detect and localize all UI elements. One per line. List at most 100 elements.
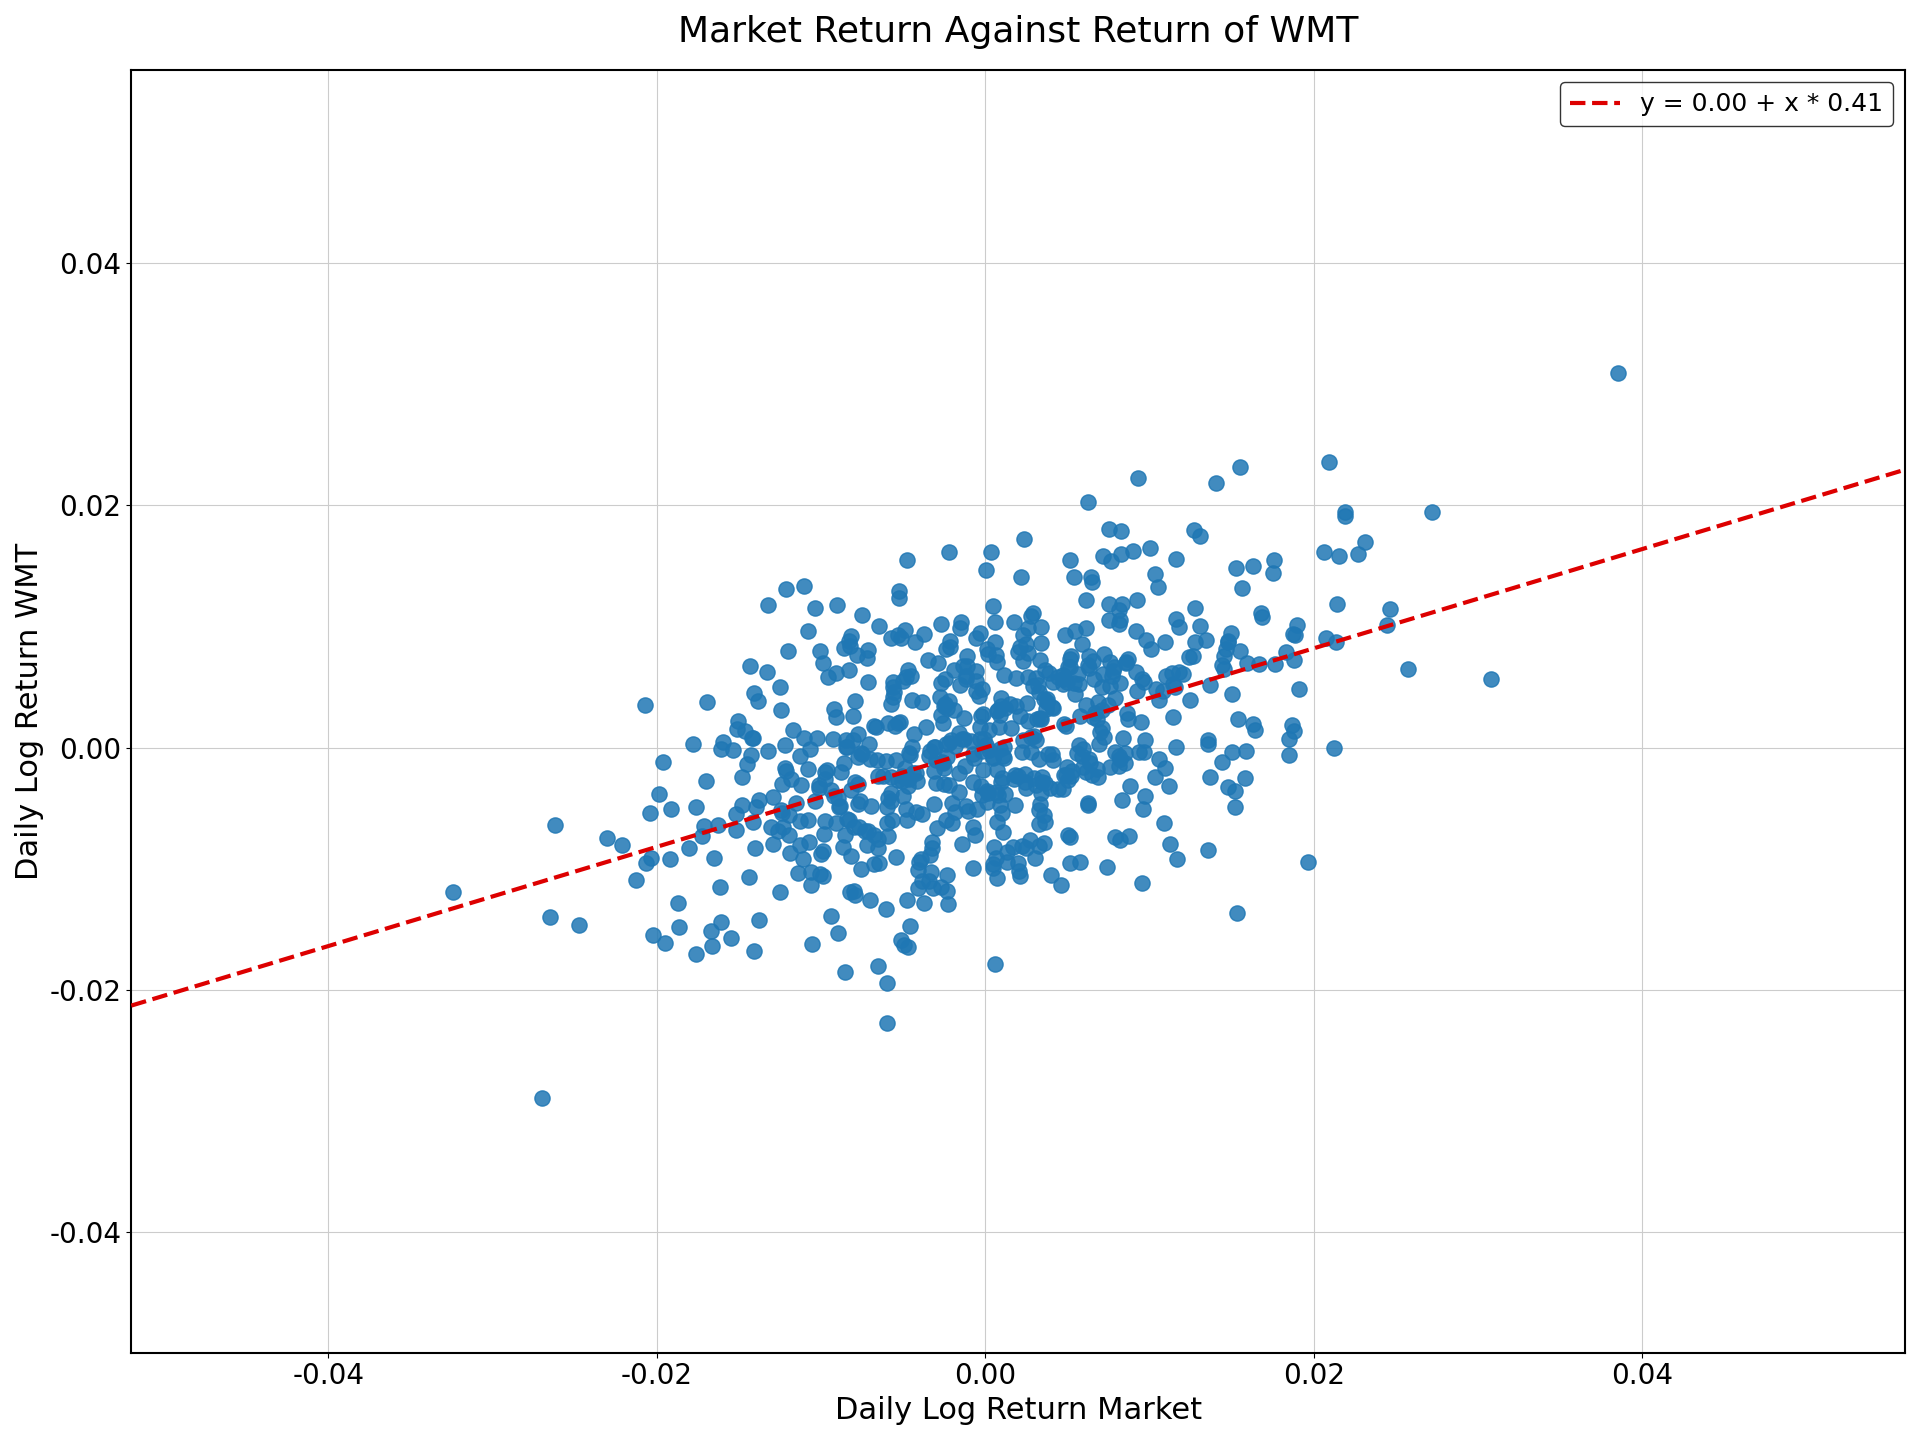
Point — [1160, 736, 1190, 759]
Point — [1119, 621, 1150, 644]
Point — [1098, 825, 1129, 848]
Point — [1083, 757, 1114, 780]
Point — [1123, 742, 1154, 765]
Point — [822, 593, 852, 616]
Point — [1092, 694, 1123, 717]
Point — [876, 693, 906, 716]
Point — [972, 636, 1002, 660]
Point — [927, 750, 958, 773]
Point — [1106, 543, 1137, 566]
Point — [1077, 649, 1108, 672]
Point — [795, 874, 826, 897]
Point — [985, 793, 1016, 816]
Point — [983, 651, 1014, 674]
Point — [1194, 765, 1225, 788]
Point — [922, 772, 952, 795]
Point — [1160, 547, 1190, 570]
Point — [1217, 740, 1248, 763]
Point — [1014, 828, 1044, 851]
Point — [662, 891, 693, 914]
Point — [806, 651, 837, 674]
Point — [1104, 755, 1135, 778]
Point — [1048, 662, 1079, 685]
Point — [1127, 668, 1158, 691]
Point — [914, 870, 945, 893]
Point — [856, 795, 887, 818]
Point — [1175, 688, 1206, 711]
Point — [1087, 698, 1117, 721]
Point — [785, 834, 816, 857]
Title: Market Return Against Return of WMT: Market Return Against Return of WMT — [678, 14, 1357, 49]
Point — [1223, 707, 1254, 730]
Point — [1073, 792, 1104, 815]
Point — [737, 727, 768, 750]
Point — [912, 649, 943, 672]
Point — [1081, 708, 1112, 732]
Point — [877, 685, 908, 708]
Point — [920, 749, 950, 772]
Point — [1025, 707, 1056, 730]
Point — [939, 658, 970, 681]
Point — [891, 549, 922, 572]
Point — [952, 799, 983, 822]
Point — [958, 857, 989, 880]
Point — [1025, 780, 1056, 804]
Point — [960, 626, 991, 649]
Point — [847, 742, 877, 765]
Point — [879, 680, 910, 703]
Point — [689, 815, 720, 838]
Point — [770, 756, 801, 779]
Point — [916, 844, 947, 867]
Point — [1192, 729, 1223, 752]
Point — [1077, 706, 1108, 729]
Point — [958, 743, 989, 766]
Point — [979, 953, 1010, 976]
Point — [962, 660, 993, 683]
Point — [935, 629, 966, 652]
Point — [987, 766, 1018, 789]
Point — [947, 611, 977, 634]
Point — [810, 760, 841, 783]
Point — [835, 881, 866, 904]
Point — [655, 847, 685, 870]
Point — [1092, 609, 1123, 632]
Point — [1156, 661, 1187, 684]
Point — [929, 756, 960, 779]
Point — [1094, 675, 1125, 698]
Point — [1206, 654, 1236, 677]
Point — [1048, 672, 1079, 696]
Point — [985, 704, 1016, 727]
Point — [899, 721, 929, 744]
Point — [1031, 811, 1062, 834]
Point — [968, 739, 998, 762]
Point — [649, 750, 680, 773]
Point — [1212, 629, 1242, 652]
Point — [964, 727, 995, 750]
Point — [902, 769, 933, 792]
Point — [983, 716, 1014, 739]
Point — [1104, 612, 1135, 635]
Point — [1323, 592, 1354, 615]
Point — [831, 736, 862, 759]
Point — [1002, 851, 1033, 874]
Point — [810, 768, 841, 791]
Point — [835, 634, 866, 657]
Point — [1162, 847, 1192, 870]
Point — [620, 868, 651, 891]
Point — [1231, 739, 1261, 762]
Point — [1052, 769, 1083, 792]
Point — [1062, 662, 1092, 685]
Point — [893, 888, 924, 912]
Point — [1060, 683, 1091, 706]
Point — [1052, 824, 1083, 847]
Point — [845, 789, 876, 812]
Point — [822, 706, 852, 729]
Point — [989, 664, 1020, 687]
Point — [1260, 652, 1290, 675]
Point — [979, 611, 1010, 634]
Point — [1054, 549, 1085, 572]
Point — [839, 880, 870, 903]
Point — [881, 749, 912, 772]
Point — [770, 759, 801, 782]
Point — [1100, 687, 1131, 710]
